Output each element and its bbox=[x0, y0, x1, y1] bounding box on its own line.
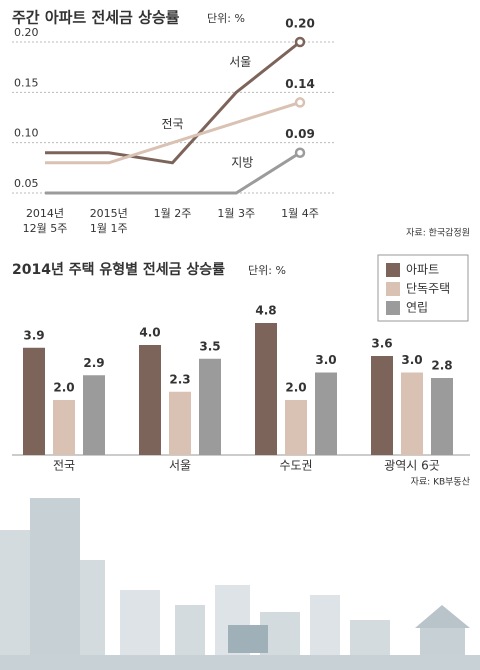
value-label: 2.8 bbox=[431, 359, 452, 373]
line bbox=[45, 40, 301, 165]
unit: 단위: % bbox=[207, 12, 245, 25]
bar bbox=[53, 400, 75, 455]
bar bbox=[199, 358, 221, 455]
value-label: 3.5 bbox=[199, 339, 220, 353]
point bbox=[294, 97, 306, 108]
x-tick-label: 서울 bbox=[169, 459, 191, 473]
bar bbox=[371, 356, 393, 455]
bar bbox=[315, 372, 337, 455]
value-label: 0.14 bbox=[285, 77, 315, 91]
point bbox=[294, 36, 306, 48]
bar bbox=[431, 378, 453, 455]
source: 자료: 한국감정원 bbox=[406, 227, 470, 239]
value-label: 4.8 bbox=[255, 304, 276, 318]
value-label: 0.20 bbox=[285, 17, 315, 31]
bar bbox=[23, 347, 45, 455]
line bbox=[45, 100, 301, 165]
value-label: 3.0 bbox=[401, 353, 422, 367]
x-tick-label: 1월 2주 bbox=[153, 207, 192, 220]
value-label: 0.09 bbox=[285, 127, 315, 141]
x-tick-label: 전국 bbox=[53, 459, 75, 473]
legend-swatch bbox=[386, 282, 400, 296]
legend-label: 아파트 bbox=[406, 263, 439, 277]
value-label: 3.9 bbox=[23, 328, 44, 342]
chart-title: 주간 아파트 전세금 상승률 bbox=[12, 9, 180, 27]
bar bbox=[255, 323, 277, 455]
value-label: 3.0 bbox=[315, 353, 336, 367]
source: 자료: KB부동산 bbox=[411, 477, 470, 488]
legend-swatch bbox=[386, 301, 400, 315]
skyline bbox=[0, 498, 480, 670]
value-label: 4.0 bbox=[139, 326, 160, 340]
value-label: 3.6 bbox=[371, 337, 392, 351]
x-tick-label: 2015년 1월 1주 bbox=[89, 207, 128, 235]
point bbox=[294, 147, 306, 158]
unit: 단위: % bbox=[248, 264, 286, 277]
x-tick-label: 1월 3주 bbox=[217, 207, 256, 220]
chart-title: 2014년 주택 유형별 전세금 상승률 bbox=[12, 261, 225, 278]
x-tick-label: 2014년 12월 5주 bbox=[22, 207, 68, 235]
bar bbox=[285, 400, 307, 455]
series-label: 서울 bbox=[229, 55, 251, 69]
value-label: 2.0 bbox=[285, 381, 306, 395]
y-tick-label: 0.10 bbox=[14, 127, 39, 140]
x-tick-label: 수도권 bbox=[279, 459, 312, 473]
bar bbox=[83, 375, 105, 455]
y-tick-label: 0.05 bbox=[14, 177, 39, 190]
value-label: 2.3 bbox=[169, 372, 190, 386]
y-tick-label: 0.15 bbox=[14, 76, 39, 89]
bar bbox=[169, 391, 191, 455]
legend-label: 단독주택 bbox=[406, 282, 450, 296]
x-tick-label: 광역시 6곳 bbox=[384, 459, 440, 473]
legend-swatch bbox=[386, 263, 400, 277]
x-tick-label: 1월 4주 bbox=[281, 207, 319, 220]
line bbox=[45, 151, 301, 195]
bar bbox=[401, 372, 423, 455]
value-label: 2.0 bbox=[53, 381, 74, 395]
series-label: 지방 bbox=[231, 156, 253, 170]
value-label: 2.9 bbox=[83, 356, 104, 370]
bar bbox=[139, 345, 161, 455]
legend-label: 연립 bbox=[406, 301, 428, 315]
y-tick-label: 0.20 bbox=[14, 26, 39, 39]
series-label: 전국 bbox=[161, 117, 183, 131]
